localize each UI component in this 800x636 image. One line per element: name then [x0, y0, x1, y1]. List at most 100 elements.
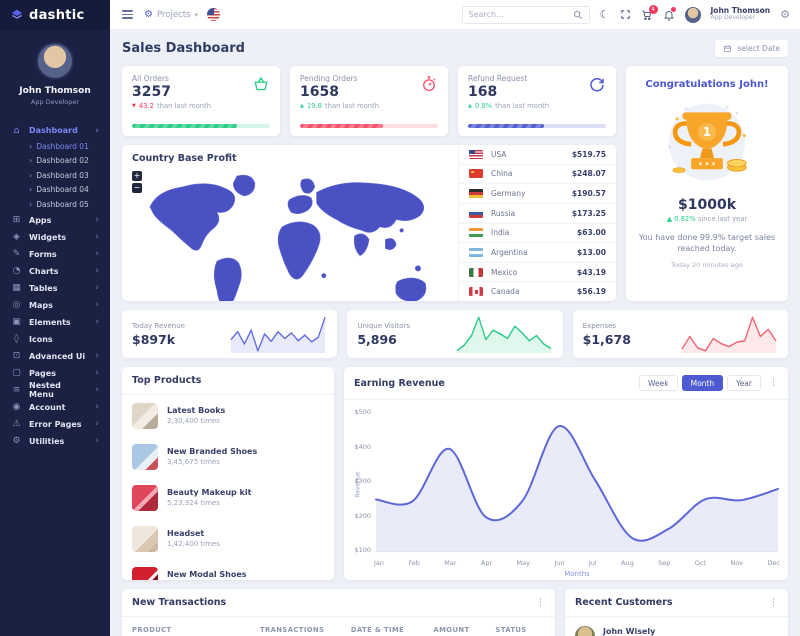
list-item[interactable]: John Wisely 1340 Gills Rd, VA, 23139 [565, 617, 788, 636]
fullscreen-icon[interactable] [620, 9, 631, 20]
projects-dropdown[interactable]: ⚙ Projects ▾ [144, 9, 198, 20]
profile-role: App Developer [30, 98, 80, 106]
card-title: Country Base Profit [132, 153, 237, 164]
charts-icon: ◔ [12, 266, 21, 276]
sidebar-item-dashboard-01[interactable]: › Dashboard 01 [29, 141, 89, 151]
chevron-right-icon: › [95, 402, 99, 412]
sidebar-item-widgets[interactable]: ◈ Widgets › [0, 229, 110, 246]
list-item[interactable]: Beauty Makeup kit 5,23,324 times [122, 477, 334, 518]
language-flag-us-icon[interactable] [207, 8, 220, 21]
dashboard-icon: ⌂ [13, 125, 20, 136]
caret-down-icon: ▾ [194, 10, 198, 19]
avatar[interactable] [36, 42, 74, 80]
search-input[interactable] [468, 10, 569, 19]
revenue-sparkline [230, 316, 327, 353]
logo-text: dashtic [29, 7, 85, 23]
stat-card-refund-request: Refund Request 168 ▲ 0.8% than last mont… [458, 66, 616, 136]
elements-icon: ▣ [12, 317, 21, 327]
chevron-right-icon: › [95, 215, 99, 225]
tab-week[interactable]: Week [639, 375, 678, 391]
advanced-ui-icon: ⊡ [12, 351, 21, 361]
sidebar-profile: John Thomson App Developer [0, 30, 110, 116]
world-map: Country Base Profit + − [122, 145, 458, 301]
chevron-right-icon: › [95, 317, 99, 327]
sidebar-item-dashboard-05[interactable]: › Dashboard 05 [29, 199, 89, 209]
utilities-icon: ⚙ [12, 436, 21, 446]
chevron-right-icon: › [95, 300, 99, 310]
sidebar-item-charts[interactable]: ◔ Charts › [12, 266, 99, 276]
tab-year[interactable]: Year [727, 375, 761, 391]
map-zoom-out-button[interactable]: − [132, 183, 142, 193]
sidebar-item-utilities[interactable]: ⚙ Utilities › [12, 436, 99, 446]
cart-icon[interactable]: 4 [641, 4, 658, 21]
sidebar-item-error-pages[interactable]: ⚠ Error Pages › [12, 419, 99, 429]
search-icon[interactable] [573, 10, 583, 20]
date-picker[interactable]: select Date [715, 40, 788, 57]
kebab-menu-icon[interactable]: ⋮ [769, 378, 778, 388]
maps-icon: ◎ [12, 300, 21, 310]
sidebar-item-account[interactable]: ◉ Account › [12, 402, 99, 412]
top-navbar: ⚙ Projects ▾ ☾ 4 [110, 0, 800, 30]
sidebar-item-forms[interactable]: ✎ Forms › [12, 249, 99, 259]
congratulations-card: Congratulations John! 1 [626, 66, 788, 301]
chevron-right-icon: › [95, 385, 99, 395]
settings-gear-icon[interactable]: ⚙ [780, 8, 790, 21]
list-item[interactable]: Headset 1,42,400 times [122, 518, 334, 559]
forms-icon: ✎ [12, 249, 21, 259]
flag-germany-icon [469, 189, 483, 199]
sidebar-item-elements[interactable]: ▣ Elements › [12, 317, 99, 327]
expenses-sparkline [681, 316, 777, 353]
table-header-row: PRODUCT TRANSACTIONS DATE & TIME AMOUNT … [132, 626, 527, 634]
chevron-right-icon: › [95, 436, 99, 446]
sidebar-item-dashboard[interactable]: ⌂ Dashboard › [0, 122, 110, 139]
trend-up-icon: ▲ [300, 103, 304, 109]
earning-revenue-card: Earning Revenue Week Month Year ⋮ Revenu… [344, 367, 788, 580]
world-map-svg[interactable] [130, 167, 456, 301]
chevron-right-icon: › [29, 199, 33, 209]
sidebar-item-maps[interactable]: ◎ Maps › [12, 300, 99, 310]
avatar[interactable] [684, 6, 701, 23]
profile-name: John Thomson [19, 86, 91, 96]
sidebar-item-pages[interactable]: ▢ Pages › [12, 368, 99, 378]
basket-icon [252, 75, 270, 97]
chevron-right-icon: › [29, 170, 33, 180]
chevron-right-icon: › [95, 283, 99, 293]
dark-mode-moon-icon[interactable]: ☾ [599, 8, 610, 21]
list-item[interactable]: New Branded Shoes 3,45,675 times [122, 436, 334, 477]
x-axis-label: Months [564, 570, 590, 578]
target-amount: $1000k [677, 197, 737, 213]
flag-india-icon [469, 228, 483, 238]
list-item[interactable]: Latest Books 2,30,400 times [122, 395, 334, 436]
table-row: India $63.00 [459, 224, 616, 244]
sidebar-item-icons[interactable]: ◊ Icons [0, 331, 110, 348]
table-row: Argentina $13.00 [459, 243, 616, 263]
sidebar-item-dashboard-02[interactable]: › Dashboard 02 [29, 156, 89, 166]
user-menu[interactable]: John Thomson App Developer [710, 6, 771, 22]
kebab-menu-icon[interactable]: ⋮ [536, 597, 545, 608]
chevron-right-icon: › [29, 156, 33, 166]
hamburger-menu-icon[interactable] [120, 8, 135, 21]
product-image [132, 525, 158, 552]
notifications-bell-icon[interactable] [663, 6, 676, 21]
sidebar-item-dashboard-03[interactable]: › Dashboard 03 [29, 170, 89, 180]
apps-icon: ⊞ [12, 215, 21, 225]
tab-month[interactable]: Month [681, 375, 724, 391]
recent-customers-card: Recent Customers ⋮ John Wisely 1340 Gill… [565, 589, 788, 636]
country-profit-table: USA $519.75 China $248.07 Germany $190.57 R… [458, 145, 616, 301]
sidebar-item-apps[interactable]: ⊞ Apps › [12, 215, 99, 225]
earning-chart: Revenue $500 $400 $300 $200 $100 Jan Feb M… [344, 400, 788, 580]
visitors-sparkline [456, 316, 552, 353]
error-pages-icon: ⚠ [12, 419, 21, 429]
logo[interactable]: dashtic [0, 0, 110, 30]
sidebar-item-advanced-ui[interactable]: ⊡ Advanced Ui › [12, 351, 99, 361]
flag-canada-icon [469, 287, 483, 297]
map-zoom-in-button[interactable]: + [132, 171, 142, 181]
sidebar-item-nested-menu[interactable]: ≡ Nested Menu › [12, 381, 99, 399]
product-image [132, 566, 158, 580]
page-title: Sales Dashboard [122, 41, 245, 56]
kebab-menu-icon[interactable]: ⋮ [769, 597, 778, 608]
table-row: China $248.07 [459, 165, 616, 185]
sidebar-item-dashboard-04[interactable]: › Dashboard 04 [29, 185, 89, 195]
sidebar-item-tables[interactable]: ▦ Tables › [12, 283, 99, 293]
